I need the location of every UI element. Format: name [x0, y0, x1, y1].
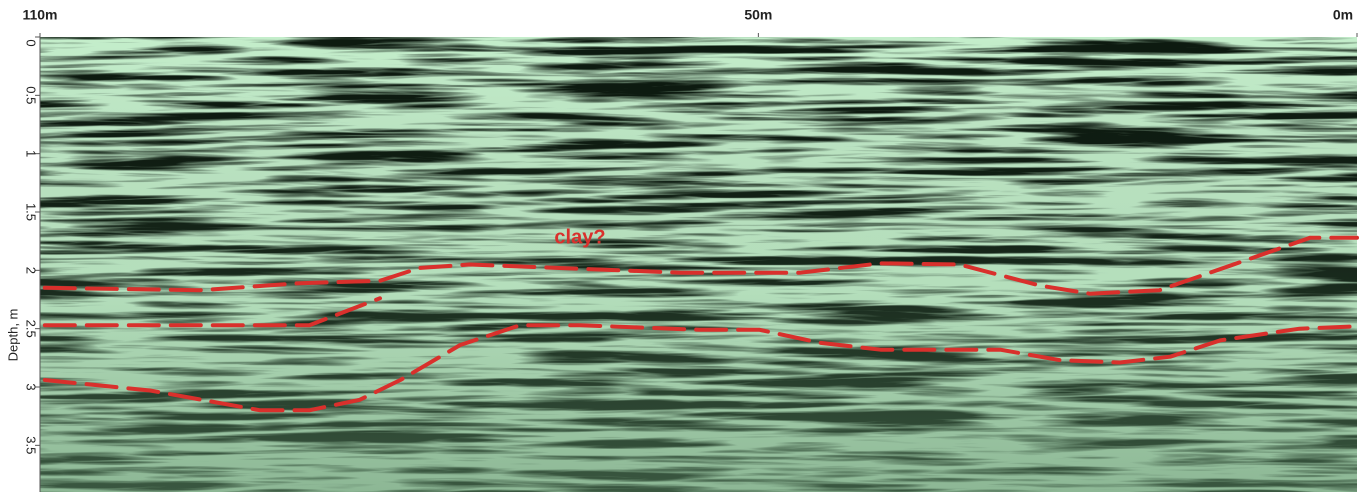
- chart: Depth, m clay? 0 0.5 1 1.5 2 2.5 3 3.5 110m 50m 0m: [0, 0, 1369, 492]
- y-tick-label: 3: [24, 383, 39, 390]
- y-axis-label: Depth, m: [5, 309, 20, 362]
- x-tick-label: 50m: [744, 7, 772, 23]
- annotation: clay?: [554, 226, 605, 248]
- y-tick-label: 2: [24, 267, 39, 274]
- y-tick-label: 3.5: [24, 436, 39, 454]
- radargram-fade: [40, 37, 1357, 492]
- y-tick-label: 2.5: [24, 320, 39, 338]
- page: {"chart_data": { "type": "line", "y_labe…: [0, 0, 1369, 492]
- y-tick-label: 1: [24, 150, 39, 157]
- y-tick-label: 0.5: [24, 86, 39, 104]
- y-tick-label: 0: [24, 39, 39, 46]
- x-tick-label: 0m: [1333, 7, 1353, 23]
- x-tick-label: 110m: [22, 7, 57, 23]
- y-tick-label: 1.5: [24, 203, 39, 221]
